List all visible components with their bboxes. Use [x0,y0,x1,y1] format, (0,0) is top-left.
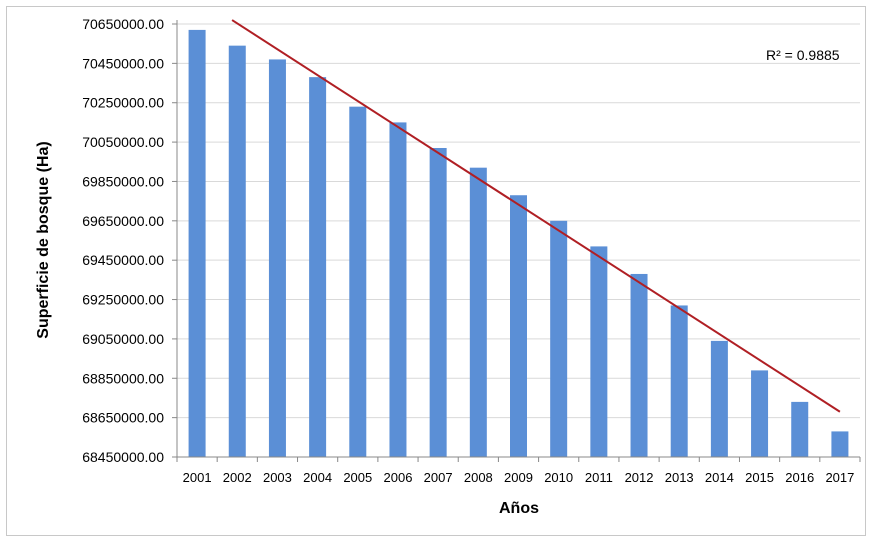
y-tick-label: 69450000.00 [82,252,164,268]
y-tick-label: 69050000.00 [82,331,164,347]
y-tick-label: 70050000.00 [82,134,164,150]
y-tick-label: 69250000.00 [82,292,164,308]
trendline-group [231,19,841,413]
x-tick-label: 2006 [384,470,413,485]
bar [710,340,728,457]
bars [188,29,849,458]
bar [188,29,206,458]
x-tick-label: 2009 [504,470,533,485]
x-tick-label: 2008 [464,470,493,485]
x-tick-label: 2014 [705,470,734,485]
x-tick-label: 2002 [223,470,252,485]
bar [791,401,809,457]
y-axis-title: Superficie de bosque (Ha) [35,141,52,338]
bar [309,77,327,458]
x-tick-labels: 2001 2002 2003 2004 2005 2006 2007 2008 2009 2010… [183,470,855,485]
trendline [231,19,841,413]
x-tick-label: 2011 [585,470,613,485]
x-tick-label: 2001 [183,470,212,485]
bar [469,167,487,457]
r-squared-label: R² = 0.9885 [766,47,840,63]
y-tick-label: 68850000.00 [82,370,164,386]
bar [630,273,648,457]
bar [831,431,849,457]
bar [349,106,367,457]
x-axis-title: Años [499,500,539,517]
bar [268,59,286,457]
y-tick-label: 70250000.00 [82,95,164,111]
x-tick-label: 2004 [303,470,332,485]
y-tick-label: 70450000.00 [82,55,164,71]
bar [510,195,527,457]
y-tick-labels: 68450000.00 68650000.00 68850000.00 6905000… [82,16,164,465]
x-tick-label: 2003 [263,470,292,485]
bar [670,305,688,457]
y-tick-label: 69650000.00 [82,213,164,229]
bar [228,45,246,458]
y-tick-label: 68650000.00 [82,410,164,426]
x-tick-label: 2015 [745,470,774,485]
x-tick-label: 2017 [825,470,854,485]
x-tick-label: 2007 [424,470,453,485]
axes [172,20,861,462]
y-tick-label: 68450000.00 [82,449,164,465]
bar [389,122,407,457]
bar [429,147,447,457]
x-tick-label: 2013 [665,470,694,485]
y-tick-label: 70650000.00 [82,16,164,32]
y-tick-label: 69850000.00 [82,173,164,189]
grid-lines [177,23,860,419]
bar [751,370,769,457]
x-tick-label: 2016 [785,470,814,485]
x-tick-label: 2012 [625,470,654,485]
bar [590,246,608,457]
x-tick-label: 2005 [343,470,372,485]
x-tick-label: 2010 [544,470,573,485]
bar [550,220,568,457]
